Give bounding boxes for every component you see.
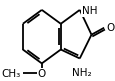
Text: NH: NH — [81, 6, 96, 16]
Text: O: O — [37, 69, 46, 79]
Text: NH₂: NH₂ — [71, 68, 91, 78]
Text: CH₃: CH₃ — [2, 69, 21, 79]
Text: O: O — [106, 23, 114, 33]
